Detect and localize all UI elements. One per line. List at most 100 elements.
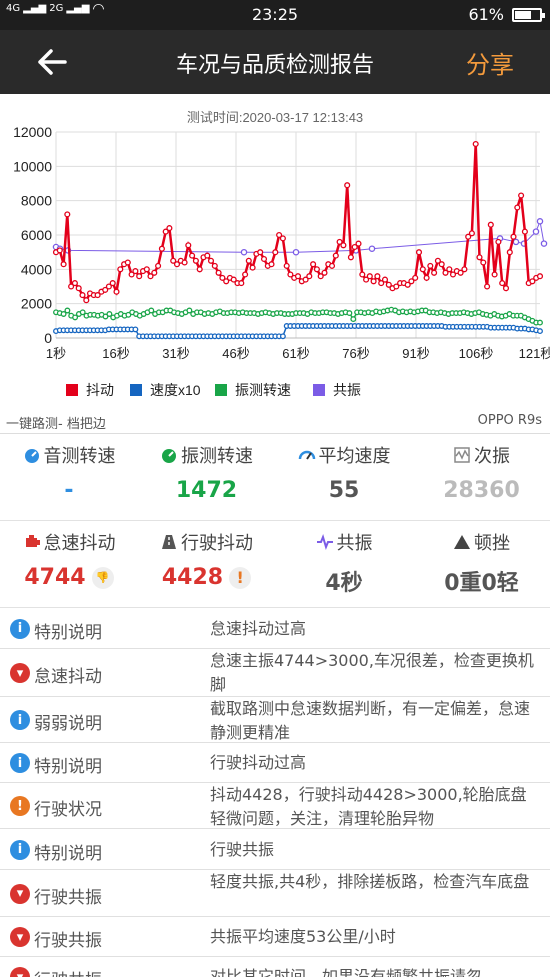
data-point [374, 273, 381, 280]
data-point [132, 326, 139, 333]
legend-swatch [215, 384, 227, 396]
data-point [321, 269, 328, 276]
stat-value: 1472 [175, 478, 238, 503]
data-point [423, 274, 430, 281]
data-point [381, 276, 389, 283]
stat-value: 0重0轻 [444, 571, 519, 596]
detail-label: 怠速抖动 [34, 667, 102, 687]
data-point [351, 243, 358, 251]
network-label: 4G [6, 3, 21, 14]
detail-label: 行驶共振 [34, 966, 102, 977]
data-point [56, 247, 63, 254]
share-button[interactable]: 分享 [466, 51, 514, 79]
data-point [487, 221, 494, 228]
y-tick-label: 6000 [21, 227, 52, 243]
data-point [219, 274, 226, 281]
data-point [412, 274, 419, 281]
data-point [283, 262, 290, 269]
vibration-chart: 测试时间:2020-03-17 12:13:43 0 2000 4000 6000 800… [0, 94, 550, 410]
title-bar: 车况与品质检测报告 分享 [0, 30, 550, 94]
stat-value-row: 1472 [138, 478, 276, 503]
data-point [514, 204, 521, 211]
data-point [94, 292, 101, 299]
data-point [272, 249, 279, 256]
data-point [215, 269, 222, 276]
data-point [155, 262, 162, 269]
stat-value: 55 [328, 478, 360, 503]
data-point [60, 261, 67, 268]
data-point [529, 278, 536, 285]
data-point [431, 269, 438, 276]
stat-2: 共振 4秒 [275, 521, 413, 607]
detail-label: 特别说明 [34, 622, 102, 643]
data-point [506, 249, 513, 256]
data-point [350, 316, 357, 323]
stat-1: 行驶抖动 4428! [138, 521, 276, 607]
data-point [359, 271, 366, 278]
back-button[interactable] [30, 40, 74, 84]
data-point [461, 266, 468, 273]
divider [0, 607, 550, 608]
detail-row: ▾ 怠速抖动 怠速主振4744>3000,车况很差，检查更换机脚 [0, 649, 550, 697]
data-point [64, 307, 71, 314]
detail-text: 怠速抖动过高 [210, 618, 307, 638]
clock: 23:25 [251, 5, 299, 24]
stat-value-row: 28360 [413, 478, 550, 503]
legend-label: 速度x10 [150, 382, 201, 398]
data-point [68, 283, 75, 290]
data-point [189, 252, 196, 259]
info-icon: i [10, 839, 30, 860]
data-point [276, 231, 283, 239]
data-point [393, 283, 400, 290]
detail-label: 特别说明 [34, 757, 102, 777]
chart-footer: 一键路测- 档把边 OPPO R9s [0, 410, 550, 434]
data-point [427, 262, 434, 269]
data-point [79, 309, 86, 316]
stat-label-row: 行驶抖动 [138, 529, 276, 555]
detail-row: i 特别说明 怠速抖动过高 [0, 608, 550, 649]
data-point [480, 259, 487, 266]
detail-text: 抖动4428，行驶抖动4428>3000,轮胎底盘轻微问题，关注，清理轮胎异物 [210, 785, 527, 828]
thumbs-down-icon: ▾ [10, 663, 30, 683]
data-point [484, 283, 491, 290]
detail-label: 弱弱说明 [34, 714, 102, 734]
data-point [332, 252, 339, 259]
data-point [366, 273, 373, 280]
data-point [162, 228, 169, 235]
stats-row-1: 音测转速 - 振测转速 1472 平均速度 55 次振 28360 [0, 434, 550, 520]
data-point [106, 311, 113, 317]
data-point [102, 286, 109, 293]
data-point [287, 271, 294, 278]
warning-icon: ! [10, 796, 30, 816]
data-point [347, 254, 354, 261]
stat-label: 音测转速 [43, 446, 116, 467]
back-arrow-icon [38, 49, 67, 75]
stat-value-row: - [0, 478, 138, 503]
data-point [536, 218, 544, 225]
data-point [102, 313, 109, 320]
data-point [279, 235, 286, 242]
data-point [446, 266, 453, 273]
data-point [71, 280, 78, 287]
stat-label-row: 平均速度 [275, 442, 413, 468]
y-tick-label: 0 [44, 330, 52, 346]
detail-text: 行驶共振 [210, 839, 275, 859]
wifi-icon: ◠ [92, 1, 105, 17]
gauge-icon [24, 449, 39, 463]
legend-label: 共振 [333, 382, 361, 398]
data-point [196, 266, 203, 273]
legend-label: 抖动 [86, 382, 114, 398]
data-point [173, 261, 181, 268]
stat-1: 振测转速 1472 [138, 434, 276, 520]
engine-icon [25, 535, 40, 547]
data-point [268, 261, 275, 268]
data-point [151, 269, 158, 276]
data-point [260, 255, 268, 263]
detail-label: 行驶共振 [34, 887, 102, 908]
x-tick-label: 61秒 [282, 346, 309, 361]
data-point [310, 261, 317, 268]
detail-text: 轻度共振,共4秒，排除搓板路，检查汽车底盘 [210, 872, 530, 891]
stat-label: 怠速抖动 [43, 533, 116, 554]
data-point [537, 319, 543, 326]
detail-row: ! 行驶状况 抖动4428，行驶抖动4428>3000,轮胎底盘轻微问题，关注，清理… [0, 783, 550, 829]
